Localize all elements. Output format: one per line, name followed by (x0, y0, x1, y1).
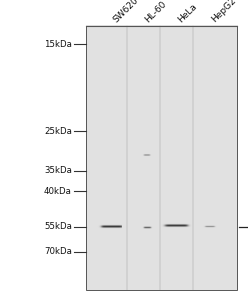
Text: HeLa: HeLa (176, 2, 199, 24)
Text: HL-60: HL-60 (143, 0, 168, 24)
Bar (86, 26, 237, 290)
Text: 15kDa: 15kDa (44, 40, 72, 49)
Text: 70kDa: 70kDa (44, 248, 72, 256)
Text: 55kDa: 55kDa (44, 222, 72, 231)
Text: 40kDa: 40kDa (44, 187, 72, 196)
Text: 35kDa: 35kDa (44, 166, 72, 175)
Text: 25kDa: 25kDa (44, 127, 72, 136)
Text: SW620: SW620 (111, 0, 140, 24)
Text: HepG2: HepG2 (210, 0, 238, 24)
